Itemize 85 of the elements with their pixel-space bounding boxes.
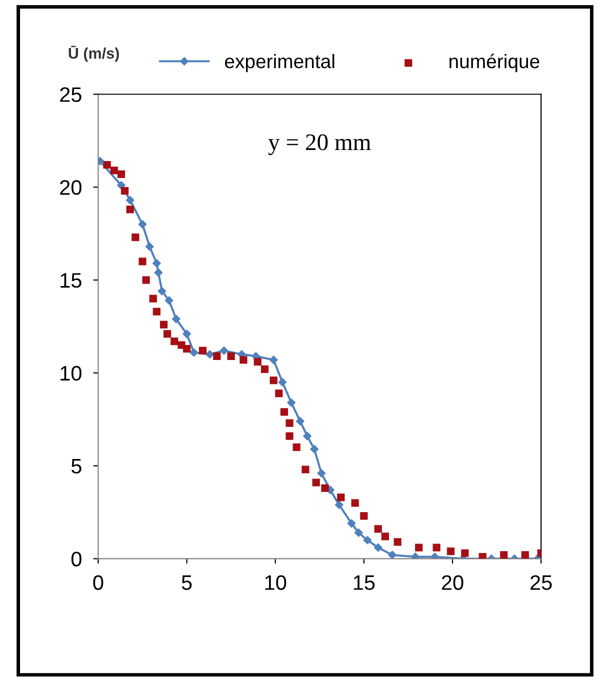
point (182, 330, 191, 338)
x-tick-label: 15 (354, 575, 375, 590)
point (260, 365, 269, 374)
point (354, 528, 363, 537)
point (312, 478, 320, 486)
point (120, 187, 129, 195)
point (154, 268, 163, 277)
point (478, 553, 486, 559)
point (415, 544, 423, 552)
point (360, 512, 368, 520)
x-tick-label: 0 (93, 575, 104, 590)
point (206, 350, 214, 358)
point (432, 544, 440, 552)
point (103, 161, 111, 169)
point (394, 538, 402, 546)
point (275, 390, 283, 398)
point (110, 166, 118, 174)
point (126, 196, 134, 204)
point (145, 242, 154, 251)
point (286, 419, 294, 427)
y-tick-label: 0 (71, 552, 82, 566)
y-tick-label: 5 (71, 459, 82, 474)
point (172, 314, 180, 324)
x-tick-label: 10 (265, 575, 286, 590)
point (149, 294, 157, 302)
point (500, 551, 508, 559)
point (138, 258, 146, 266)
point (152, 259, 161, 268)
point (254, 358, 262, 366)
point (296, 417, 304, 426)
point (310, 444, 318, 454)
point (190, 348, 198, 357)
point (269, 356, 278, 364)
x-tick-label: 20 (442, 575, 464, 590)
point (363, 536, 372, 544)
y-tick-label: 15 (60, 273, 82, 288)
legend-label: experimental (224, 54, 334, 72)
y-axis-title: Ū (m/s) (68, 46, 119, 62)
point (170, 338, 178, 346)
legend-label: numérique (450, 54, 540, 72)
point (213, 352, 221, 360)
x-tick-label: 5 (182, 575, 192, 590)
point (521, 551, 529, 559)
point (142, 276, 150, 284)
point (337, 494, 345, 502)
point (160, 320, 168, 328)
point (292, 443, 300, 452)
point (240, 356, 248, 364)
point (163, 330, 172, 338)
point (334, 500, 344, 509)
point (381, 532, 389, 540)
point (374, 543, 382, 552)
point (278, 378, 287, 386)
y-tick-label: 25 (60, 87, 82, 102)
point (351, 499, 359, 507)
point (286, 432, 294, 440)
point (374, 525, 382, 533)
point (126, 206, 134, 214)
point (388, 550, 396, 559)
point (138, 220, 147, 228)
point (227, 352, 235, 360)
annotation: y = 20 mm (268, 134, 371, 156)
point (117, 170, 126, 178)
point (321, 484, 329, 492)
point (302, 466, 310, 474)
y-tick-label: 20 (60, 180, 82, 195)
point (287, 398, 296, 407)
point (317, 469, 326, 478)
point (280, 408, 288, 416)
point (270, 376, 278, 384)
point (220, 346, 228, 355)
point (430, 552, 439, 559)
point (182, 344, 191, 353)
point (198, 346, 207, 354)
point (164, 296, 174, 305)
point (152, 308, 160, 316)
y-tick-label: 10 (60, 366, 82, 381)
point (411, 552, 420, 559)
point (132, 234, 140, 242)
x-tick-label: 25 (530, 575, 552, 590)
point (347, 519, 356, 528)
point (446, 547, 455, 556)
point (158, 287, 166, 296)
point (303, 432, 312, 440)
point (461, 549, 469, 557)
